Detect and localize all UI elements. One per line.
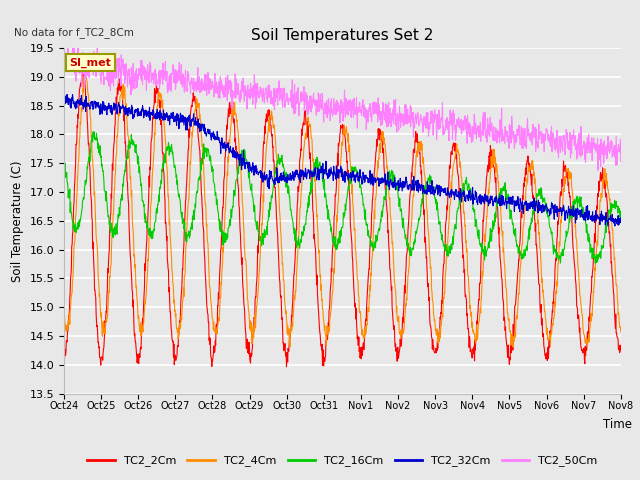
- Title: Soil Temperatures Set 2: Soil Temperatures Set 2: [252, 28, 433, 43]
- Y-axis label: Soil Temperature (C): Soil Temperature (C): [11, 160, 24, 282]
- Legend: TC2_2Cm, TC2_4Cm, TC2_16Cm, TC2_32Cm, TC2_50Cm: TC2_2Cm, TC2_4Cm, TC2_16Cm, TC2_32Cm, TC…: [83, 451, 602, 471]
- Text: SI_met: SI_met: [70, 57, 111, 68]
- Text: No data for f_TC2_8Cm: No data for f_TC2_8Cm: [14, 27, 134, 38]
- X-axis label: Time: Time: [603, 418, 632, 431]
